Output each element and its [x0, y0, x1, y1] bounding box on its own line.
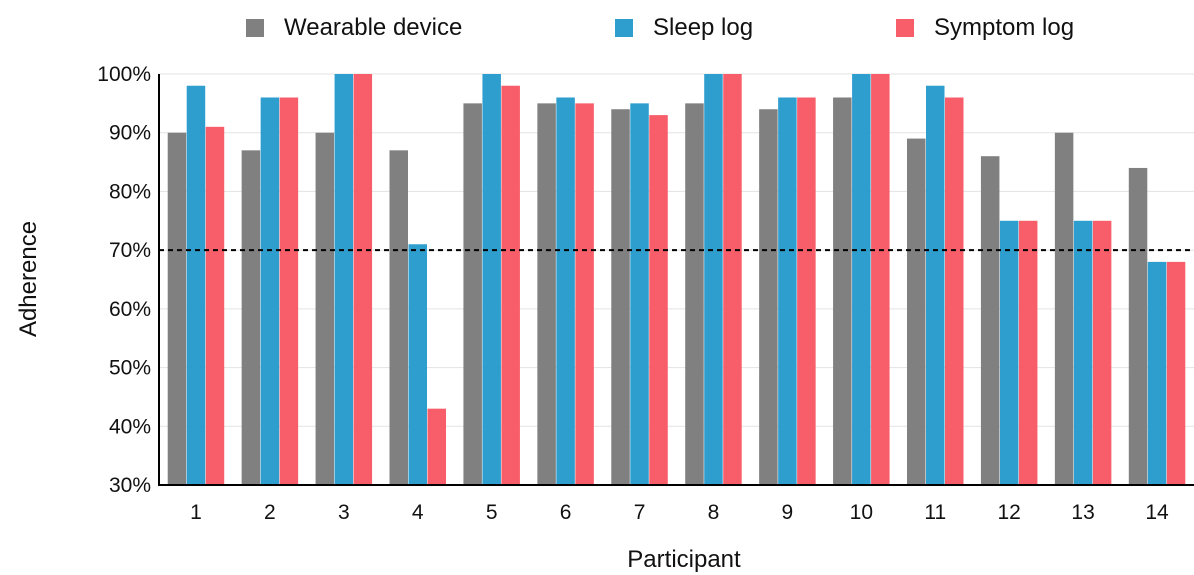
legend-item-symptom-log: Symptom log — [896, 10, 1074, 46]
legend-item-wearable: Wearable device — [246, 10, 462, 46]
bar-wearable-p2 — [241, 150, 261, 486]
x-tick-label: 14 — [1145, 501, 1169, 524]
y-tick-label: 80% — [109, 180, 151, 203]
bar-sleep-log-p12 — [999, 220, 1019, 486]
bar-symptom-log-p2 — [279, 97, 299, 485]
bar-symptom-log-p7 — [649, 115, 668, 485]
legend-swatch-symptom-log — [896, 19, 914, 37]
x-tick-label: 7 — [634, 501, 646, 524]
bar-symptom-log-p10 — [871, 74, 890, 485]
x-tick-label: 1 — [190, 501, 202, 524]
x-tick-label: 6 — [560, 501, 572, 524]
y-axis-title: Adherence — [15, 221, 42, 337]
bar-wearable-p7 — [611, 109, 630, 485]
bar-sleep-log-p5 — [482, 74, 501, 485]
bar-sleep-log-p1 — [186, 85, 206, 485]
legend-label-symptom-log: Symptom log — [934, 14, 1075, 41]
x-tick-label: 10 — [850, 501, 873, 524]
bar-wearable-p13 — [1054, 132, 1074, 485]
bar-sleep-log-p6 — [556, 97, 575, 485]
bar-symptom-log-p6 — [575, 103, 594, 485]
x-tick-label: 12 — [997, 501, 1020, 524]
bar-wearable-p9 — [759, 109, 778, 485]
bar-symptom-log-p1 — [205, 126, 225, 485]
legend-swatch-sleep-log — [615, 19, 633, 37]
y-tick-label: 90% — [109, 122, 151, 145]
bar-wearable-p1 — [167, 132, 187, 485]
bar-wearable-p4 — [389, 150, 408, 486]
y-tick-label: 50% — [109, 357, 151, 380]
x-tick-label: 3 — [338, 501, 350, 524]
legend-item-sleep-log: Sleep log — [615, 10, 753, 46]
x-tick-label: 5 — [486, 501, 498, 524]
bar-symptom-log-p5 — [501, 85, 520, 485]
x-tick-label: 2 — [264, 501, 276, 524]
bar-sleep-log-p11 — [926, 85, 945, 485]
axes — [158, 74, 1194, 486]
bar-wearable-p11 — [907, 138, 926, 486]
bar-symptom-log-p4 — [427, 408, 446, 485]
bar-sleep-log-p3 — [334, 74, 354, 485]
bar-sleep-log-p13 — [1073, 220, 1093, 486]
chart-legend: Wearable device Sleep log Symptom log — [0, 10, 1194, 46]
bar-symptom-log-p3 — [353, 74, 373, 485]
y-tick-label: 100% — [97, 63, 151, 86]
x-tick-label: 11 — [924, 501, 946, 524]
x-tick-label: 4 — [412, 501, 424, 524]
x-tick-label: 8 — [708, 501, 720, 524]
legend-label-sleep-log: Sleep log — [653, 14, 754, 41]
bar-sleep-log-p2 — [260, 97, 280, 485]
bar-wearable-p3 — [315, 132, 335, 485]
bar-sleep-log-p4 — [408, 244, 427, 485]
legend-swatch-wearable — [246, 19, 264, 37]
bar-wearable-p10 — [833, 97, 852, 485]
bar-symptom-log-p14 — [1166, 261, 1186, 485]
x-tick-label: 9 — [782, 501, 794, 524]
bar-wearable-p12 — [980, 156, 1000, 485]
y-tick-label: 70% — [109, 239, 151, 262]
bar-symptom-log-p9 — [797, 97, 816, 485]
bar-wearable-p5 — [463, 103, 482, 485]
x-tick-labels: 1 2 3 4 5 6 7 8 9 10 11 12 13 14 — [190, 501, 1169, 524]
bar-sleep-log-p8 — [704, 74, 723, 485]
bar-sleep-log-p10 — [852, 74, 871, 485]
bar-wearable-p8 — [685, 103, 704, 485]
y-tick-labels: 30% 40% 50% 60% 70% 80% 90% 100% — [97, 63, 151, 497]
bars — [167, 74, 1186, 486]
bar-wearable-p6 — [537, 103, 556, 485]
bar-symptom-log-p12 — [1018, 220, 1038, 486]
x-axis-title: Participant — [627, 546, 741, 573]
y-tick-label: 60% — [109, 298, 151, 321]
y-tick-label: 40% — [109, 415, 151, 438]
y-tick-label: 30% — [109, 474, 151, 497]
x-tick-label: 13 — [1071, 501, 1094, 524]
bar-symptom-log-p8 — [723, 74, 742, 485]
bar-symptom-log-p11 — [945, 97, 964, 485]
bar-sleep-log-p7 — [630, 103, 649, 485]
bar-wearable-p14 — [1128, 167, 1148, 485]
legend-label-wearable: Wearable device — [284, 14, 463, 41]
bar-sleep-log-p14 — [1147, 261, 1167, 485]
bar-symptom-log-p13 — [1092, 220, 1112, 486]
bar-sleep-log-p9 — [778, 97, 797, 485]
